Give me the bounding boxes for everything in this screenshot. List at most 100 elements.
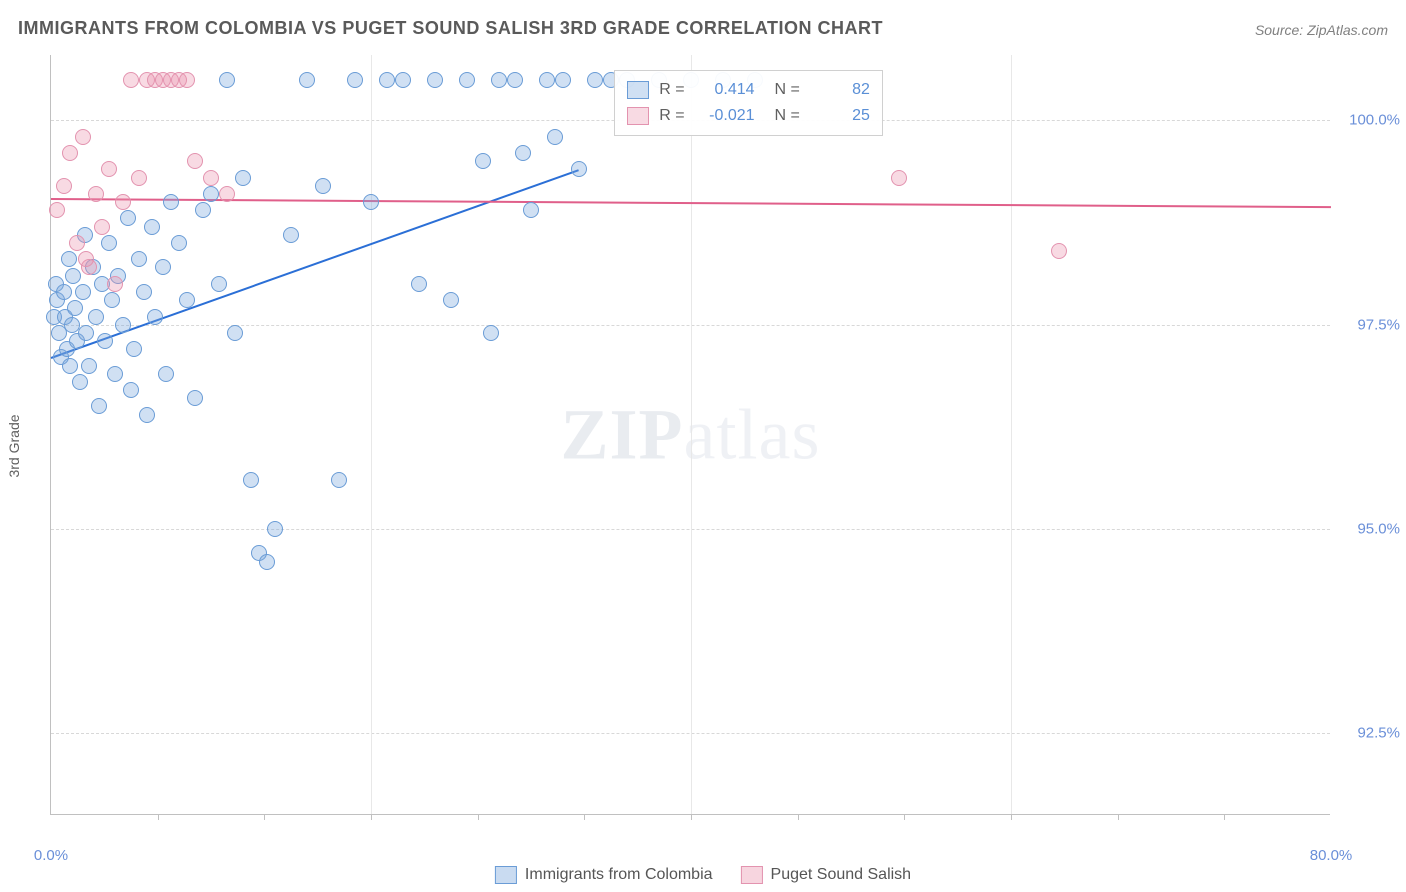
- data-point: [347, 72, 363, 88]
- series-swatch: [627, 81, 649, 99]
- x-tick-mark: [371, 814, 372, 820]
- gridline-vertical: [371, 55, 372, 814]
- x-tick-label: 80.0%: [1310, 847, 1353, 864]
- x-tick-mark: [798, 814, 799, 820]
- data-point: [203, 170, 219, 186]
- data-point: [97, 333, 113, 349]
- data-point: [155, 259, 171, 275]
- data-point: [69, 235, 85, 251]
- legend-label: Immigrants from Colombia: [525, 866, 713, 884]
- data-point: [126, 341, 142, 357]
- data-point: [523, 202, 539, 218]
- data-point: [491, 72, 507, 88]
- data-point: [78, 251, 94, 267]
- x-tick-mark: [478, 814, 479, 820]
- r-value: -0.021: [695, 107, 755, 125]
- data-point: [187, 390, 203, 406]
- legend-label: Puget Sound Salish: [771, 866, 912, 884]
- data-point: [315, 178, 331, 194]
- data-point: [259, 554, 275, 570]
- r-value: 0.414: [695, 81, 755, 99]
- data-point: [243, 472, 259, 488]
- legend-item: Immigrants from Colombia: [495, 866, 713, 884]
- source-attribution: Source: ZipAtlas.com: [1255, 22, 1388, 38]
- data-point: [67, 300, 83, 316]
- data-point: [88, 186, 104, 202]
- legend-swatch: [741, 866, 763, 884]
- data-point: [211, 276, 227, 292]
- data-point: [94, 219, 110, 235]
- data-point: [120, 210, 136, 226]
- data-point: [101, 235, 117, 251]
- data-point: [104, 292, 120, 308]
- data-point: [81, 358, 97, 374]
- data-point: [115, 317, 131, 333]
- n-label: N =: [775, 107, 800, 125]
- data-point: [1051, 243, 1067, 259]
- data-point: [56, 284, 72, 300]
- data-point: [72, 374, 88, 390]
- data-point: [107, 366, 123, 382]
- data-point: [91, 398, 107, 414]
- data-point: [203, 186, 219, 202]
- data-point: [587, 72, 603, 88]
- data-point: [75, 284, 91, 300]
- chart-title: IMMIGRANTS FROM COLOMBIA VS PUGET SOUND …: [18, 18, 883, 39]
- n-value: 82: [810, 81, 870, 99]
- data-point: [115, 194, 131, 210]
- data-point: [363, 194, 379, 210]
- data-point: [219, 186, 235, 202]
- data-point: [379, 72, 395, 88]
- data-point: [235, 170, 251, 186]
- data-point: [195, 202, 211, 218]
- data-point: [107, 276, 123, 292]
- data-point: [61, 251, 77, 267]
- data-point: [144, 219, 160, 235]
- series-swatch: [627, 107, 649, 125]
- data-point: [283, 227, 299, 243]
- gridline-vertical: [691, 55, 692, 814]
- data-point: [395, 72, 411, 88]
- data-point: [267, 521, 283, 537]
- data-point: [65, 268, 81, 284]
- data-point: [427, 72, 443, 88]
- y-tick-label: 95.0%: [1357, 520, 1400, 537]
- scatter-plot-area: ZIPatlas 92.5%95.0%97.5%100.0%0.0%80.0%R…: [50, 55, 1330, 815]
- correlation-stats-box: R =0.414N =82R =-0.021N =25: [614, 70, 883, 136]
- stats-row: R =-0.021N =25: [627, 103, 870, 129]
- data-point: [299, 72, 315, 88]
- r-label: R =: [659, 107, 684, 125]
- x-tick-mark: [1118, 814, 1119, 820]
- y-tick-label: 92.5%: [1357, 725, 1400, 742]
- x-tick-mark: [1224, 814, 1225, 820]
- data-point: [78, 325, 94, 341]
- data-point: [88, 309, 104, 325]
- data-point: [539, 72, 555, 88]
- data-point: [49, 202, 65, 218]
- data-point: [891, 170, 907, 186]
- data-point: [158, 366, 174, 382]
- data-point: [62, 145, 78, 161]
- x-tick-mark: [1011, 814, 1012, 820]
- data-point: [507, 72, 523, 88]
- data-point: [56, 178, 72, 194]
- x-tick-mark: [158, 814, 159, 820]
- data-point: [179, 72, 195, 88]
- data-point: [475, 153, 491, 169]
- n-label: N =: [775, 81, 800, 99]
- data-point: [62, 358, 78, 374]
- data-point: [131, 170, 147, 186]
- data-point: [459, 72, 475, 88]
- x-tick-mark: [691, 814, 692, 820]
- data-point: [219, 72, 235, 88]
- gridline-vertical: [1011, 55, 1012, 814]
- x-tick-label: 0.0%: [34, 847, 68, 864]
- legend-item: Puget Sound Salish: [741, 866, 912, 884]
- data-point: [443, 292, 459, 308]
- data-point: [411, 276, 427, 292]
- data-point: [123, 72, 139, 88]
- legend-swatch: [495, 866, 517, 884]
- data-point: [187, 153, 203, 169]
- x-tick-mark: [904, 814, 905, 820]
- data-point: [163, 194, 179, 210]
